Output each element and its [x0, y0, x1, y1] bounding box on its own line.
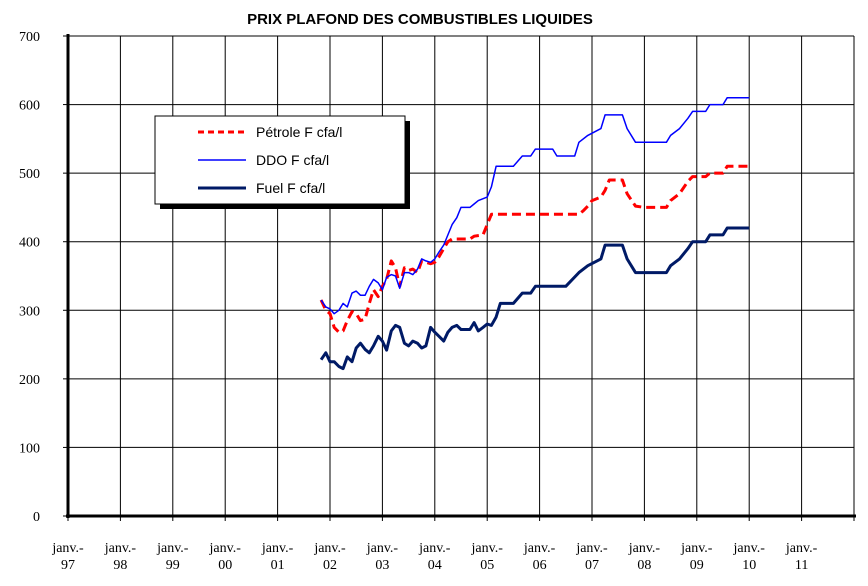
legend-box: [154, 115, 406, 205]
x-tick-label: janv.-: [156, 541, 189, 556]
chart-grid: [68, 35, 854, 516]
y-tick-label: 400: [19, 236, 40, 251]
x-tick-label: janv.-: [51, 541, 84, 556]
x-tick-label: 04: [428, 558, 442, 573]
x-tick-label: janv.-: [104, 541, 137, 556]
x-tick-label: 98: [113, 558, 127, 573]
chart-series: [319, 96, 750, 371]
x-tick-label: janv.-: [523, 541, 556, 556]
x-tick-label: 00: [218, 558, 232, 573]
x-tick-label: janv.-: [628, 541, 661, 556]
x-tick-label: 07: [585, 558, 599, 573]
x-tick-label: janv.-: [733, 541, 766, 556]
x-tick-label: janv.-: [680, 541, 713, 556]
x-tick-label: janv.-: [209, 541, 242, 556]
y-tick-label: 500: [19, 167, 40, 182]
x-tick-label: janv.-: [785, 541, 818, 556]
x-tick-label: janv.-: [471, 541, 504, 556]
y-tick-label: 600: [19, 99, 40, 114]
x-tick-label: 08: [637, 558, 651, 573]
y-axis-ticks: 0 100 200 300 400 500 600 700: [19, 30, 68, 525]
x-tick-label: janv.-: [575, 541, 608, 556]
chart-legend: Pétrole F cfa/l DDO F cfa/l Fuel F cfa/l: [154, 115, 410, 209]
x-tick-label: 99: [166, 558, 180, 573]
chart-axes: [66, 34, 856, 518]
x-tick-label: 03: [375, 558, 389, 573]
y-tick-label: 100: [19, 441, 40, 456]
x-tick-label: 02: [323, 558, 337, 573]
x-tick-label: janv.-: [261, 541, 294, 556]
x-tick-label: 01: [271, 558, 285, 573]
chart-title: PRIX PLAFOND DES COMBUSTIBLES LIQUIDES: [247, 11, 593, 28]
y-tick-label: 300: [19, 304, 40, 319]
legend-label: Pétrole F cfa/l: [256, 124, 342, 140]
x-tick-label: 10: [742, 558, 756, 573]
x-tick-label: 06: [533, 558, 547, 573]
series-line-fuel: [319, 226, 750, 371]
x-tick-label: 09: [690, 558, 704, 573]
x-tick-label: 05: [480, 558, 494, 573]
series-line-ddo: [320, 96, 750, 315]
y-tick-label: 200: [19, 373, 40, 388]
x-tick-label: janv.-: [366, 541, 399, 556]
x-tick-label: janv.-: [418, 541, 451, 556]
plot-area: [68, 36, 854, 516]
y-tick-label: 0: [33, 510, 40, 525]
x-tick-label: janv.-: [313, 541, 346, 556]
x-tick-label: 11: [795, 558, 808, 573]
legend-label: Fuel F cfa/l: [256, 180, 325, 196]
x-tick-label: 97: [61, 558, 75, 573]
legend-label: DDO F cfa/l: [256, 152, 329, 168]
y-tick-label: 700: [19, 30, 40, 45]
x-axis-ticks: janv.- 97 janv.- 98 janv.- 99 janv.- 00 janv.- 01…: [51, 516, 855, 573]
